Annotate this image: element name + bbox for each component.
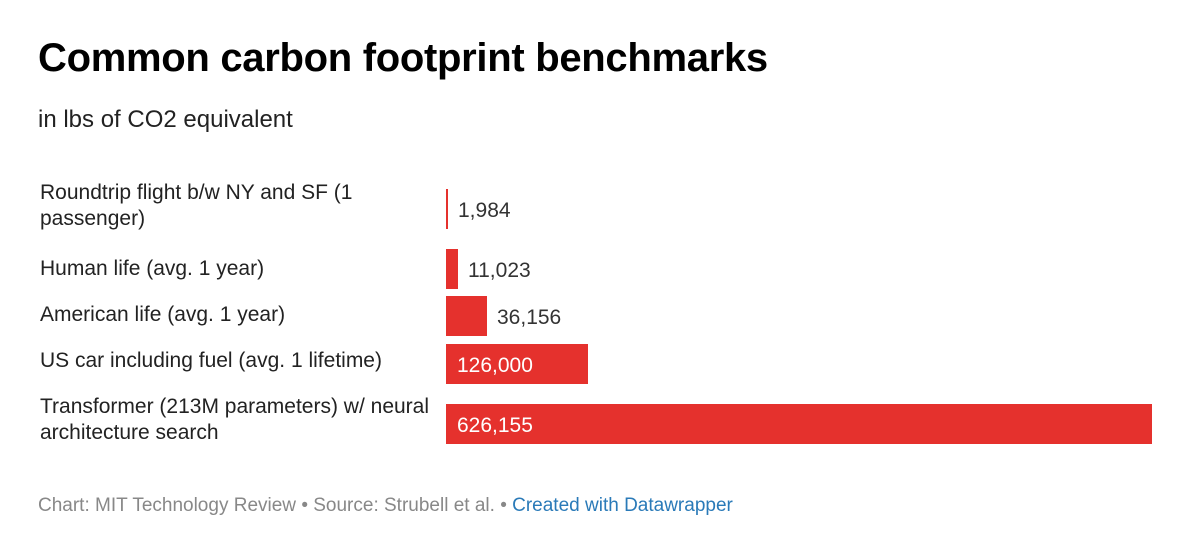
bar xyxy=(446,404,1152,444)
source-credit: Source: Strubell et al. xyxy=(313,495,495,516)
footer-separator: • xyxy=(500,495,507,516)
bar-value-label: 126,000 xyxy=(457,354,533,377)
footer-separator: • xyxy=(301,495,308,516)
chart-title: Common carbon footprint benchmarks xyxy=(38,36,768,80)
bar xyxy=(446,189,448,229)
category-label: US car including fuel (avg. 1 lifetime) xyxy=(40,349,382,372)
chart-subtitle: in lbs of CO2 equivalent xyxy=(38,106,293,133)
category-label: Roundtrip flight b/w NY and SF (1 passen… xyxy=(40,181,353,230)
datawrapper-link[interactable]: Created with Datawrapper xyxy=(512,495,733,516)
bar-value-label: 36,156 xyxy=(497,306,562,329)
bar xyxy=(446,249,458,289)
bar xyxy=(446,344,588,384)
category-label: American life (avg. 1 year) xyxy=(40,303,286,326)
bar-value-label: 1,984 xyxy=(458,199,511,222)
category-label: Transformer (213M parameters) w/ neural … xyxy=(40,395,430,444)
bar-value-label: 11,023 xyxy=(468,259,531,282)
bar-value-label: 626,155 xyxy=(457,414,533,437)
chart-footer: Chart: MIT Technology Review • Source: S… xyxy=(38,495,733,517)
chart-credit: Chart: MIT Technology Review xyxy=(38,495,297,516)
bar xyxy=(446,296,487,336)
category-label: Human life (avg. 1 year) xyxy=(40,257,265,280)
